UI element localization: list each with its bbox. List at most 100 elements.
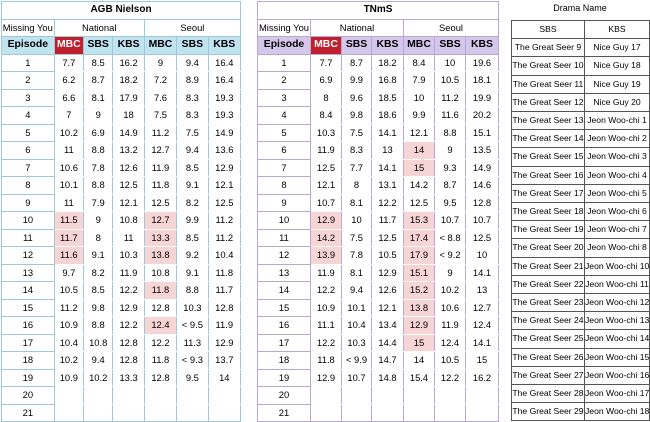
episode-cell: 5 — [257, 123, 311, 142]
table-row: 19 12.9 10.7 14.8 15.4 12.2 16.2 — [257, 368, 500, 387]
drama-name-cell: The Great Seer 14 — [511, 129, 585, 149]
rating-cell: 8.4 — [403, 53, 435, 72]
rating-cell: 8.2 — [83, 263, 114, 282]
tnms-table: TNmS Missing You National Seoul Episode M… — [256, 1, 500, 422]
rating-cell: 9 — [434, 263, 466, 282]
table-row: The Great Seer 16 Jeon Woo-chi 4 — [511, 165, 650, 185]
table-row: The Great Seer 22 Jeon Woo-chi 11 — [511, 274, 650, 295]
rating-cell: 10.8 — [112, 211, 145, 230]
drama-name-cell: The Great Seer 21 — [511, 256, 585, 276]
rating-cell: 20.2 — [464, 106, 500, 125]
rating-cell: 8.7 — [434, 176, 466, 195]
rating-cell: 16.8 — [371, 71, 404, 90]
rating-cell: 12.6 — [112, 158, 145, 177]
episode-cell: 1 — [257, 53, 311, 72]
table-row: 8 10.1 8.8 12.5 11.8 9.1 12.1 — [1, 176, 242, 195]
rating-cell: 12.8 — [112, 351, 145, 370]
table-row: 20 — [257, 386, 500, 405]
header-cell: MBC — [403, 36, 435, 55]
header-cell: SBS — [341, 36, 372, 55]
rating-cell: 8.5 — [176, 228, 209, 247]
rating-cell: 14.8 — [371, 368, 404, 387]
episode-cell: 14 — [1, 281, 55, 300]
rating-cell: 19.6 — [464, 53, 500, 72]
rating-cell — [464, 386, 500, 405]
rating-cell: 12.8 — [143, 368, 178, 387]
rating-cell: 12.1 — [371, 298, 404, 317]
table-row: 4 8.4 9.8 18.6 9.9 11.6 20.2 — [257, 106, 500, 125]
rating-cell: 14.9 — [464, 158, 500, 177]
rating-cell: 11.8 — [143, 281, 178, 300]
rating-cell: 7.7 — [341, 158, 372, 177]
episode-cell: 2 — [1, 71, 55, 90]
drama-name-cell: Jeon Woo-chi 6 — [584, 202, 650, 222]
episode-cell: 17 — [257, 333, 311, 352]
rating-cell: 10.2 — [434, 281, 466, 300]
table-row: 4 7 9 18 7.5 8.3 19.3 — [1, 106, 242, 125]
agb-rows: 1 7.7 8.5 16.2 9 9.4 16.4 2 6.2 8.7 18.2 7.2 8.9 16.4… — [1, 53, 242, 422]
rating-cell: 12.2 — [310, 281, 342, 300]
rating-cell: 13.3 — [112, 368, 145, 387]
rating-cell: 12.7 — [143, 211, 178, 230]
rating-cell — [207, 386, 242, 405]
rating-cell: 10.5 — [434, 71, 466, 90]
table-row: 14 12.2 9.4 12.6 15.2 10.2 13 — [257, 281, 500, 300]
header-cell: SBS — [176, 36, 209, 55]
rating-cell: 7.5 — [341, 228, 372, 247]
rating-cell: 8.8 — [434, 123, 466, 142]
table-row: 14 10.5 8.5 12.2 11.8 8.8 11.7 — [1, 281, 242, 300]
rating-cell: 12.2 — [112, 281, 145, 300]
table-row: 7 12.5 7.7 14.1 15 9.3 14.9 — [257, 158, 500, 177]
rating-cell: 8.7 — [341, 53, 372, 72]
drama-name-cell: Jeon Woo-chi 17 — [584, 384, 650, 404]
rating-cell: 13.1 — [371, 176, 404, 195]
rating-cell: 9 — [83, 106, 114, 125]
header-cell: MBC — [143, 36, 178, 55]
rating-cell: 9.9 — [176, 211, 209, 230]
table-row: The Great Seer 29 Jeon Woo-chi 18 — [511, 402, 650, 422]
header-cell: MBC — [53, 36, 85, 55]
table-row: 5 10.3 7.5 14.1 12.1 8.8 15.1 — [257, 123, 500, 142]
rating-cell: 10.3 — [112, 246, 145, 265]
episode-cell: 2 — [257, 71, 311, 90]
drama-header-row: SBS KBS — [511, 19, 650, 40]
rating-cell: 11.2 — [53, 298, 85, 317]
rating-cell: 11.2 — [143, 123, 178, 142]
table-row: 15 11.2 9.8 12.9 12.8 10.3 12.8 — [1, 298, 242, 317]
rating-cell: 12.4 — [434, 333, 466, 352]
table-row: 7 10.6 7.8 12.6 11.9 8.5 12.9 — [1, 158, 242, 177]
rating-cell: 6.2 — [53, 71, 85, 90]
episode-cell: 11 — [1, 228, 55, 247]
episode-cell: 20 — [257, 386, 311, 405]
episode-cell: 19 — [1, 368, 55, 387]
rating-cell: 8.3 — [341, 141, 372, 160]
rating-cell: 8.8 — [83, 176, 114, 195]
rating-cell: < 9.3 — [176, 351, 209, 370]
drama-name-cell: Jeon Woo-chi 3 — [584, 147, 650, 167]
rating-cell: 8.8 — [83, 316, 114, 335]
rating-cell: 6.6 — [53, 88, 85, 107]
rating-cell: 8.5 — [83, 281, 114, 300]
rating-cell: 7 — [53, 106, 85, 125]
rating-cell: 13.8 — [143, 246, 178, 265]
rating-cell — [434, 386, 466, 405]
rating-cell: 14 — [403, 351, 435, 370]
episode-cell: 15 — [1, 298, 55, 317]
rating-cell: 13 — [464, 281, 500, 300]
episode-cell: 7 — [1, 158, 55, 177]
rating-cell: 13.5 — [464, 141, 500, 160]
rating-cell: 13.7 — [207, 351, 242, 370]
table-row: 8 12.1 8 13.1 14.2 8.7 14.6 — [257, 176, 500, 195]
table-row: 19 10.9 10.2 13.3 12.8 9.5 14 — [1, 368, 242, 387]
rating-cell: 10.7 — [434, 211, 466, 230]
rating-cell: 12.2 — [371, 193, 404, 212]
table-row: The Great Seer 18 Jeon Woo-chi 6 — [511, 202, 650, 222]
rating-cell: 8.2 — [176, 193, 209, 212]
seoul-label: Seoul — [143, 18, 242, 37]
table-row: The Great Seer 12 Nice Guy 20 — [511, 92, 650, 113]
episode-cell: 8 — [1, 176, 55, 195]
rating-cell: 16.2 — [464, 368, 500, 387]
rating-cell: 9.4 — [176, 53, 209, 72]
drama-header-cell: KBS — [584, 19, 650, 40]
rating-cell: 12.1 — [403, 123, 435, 142]
